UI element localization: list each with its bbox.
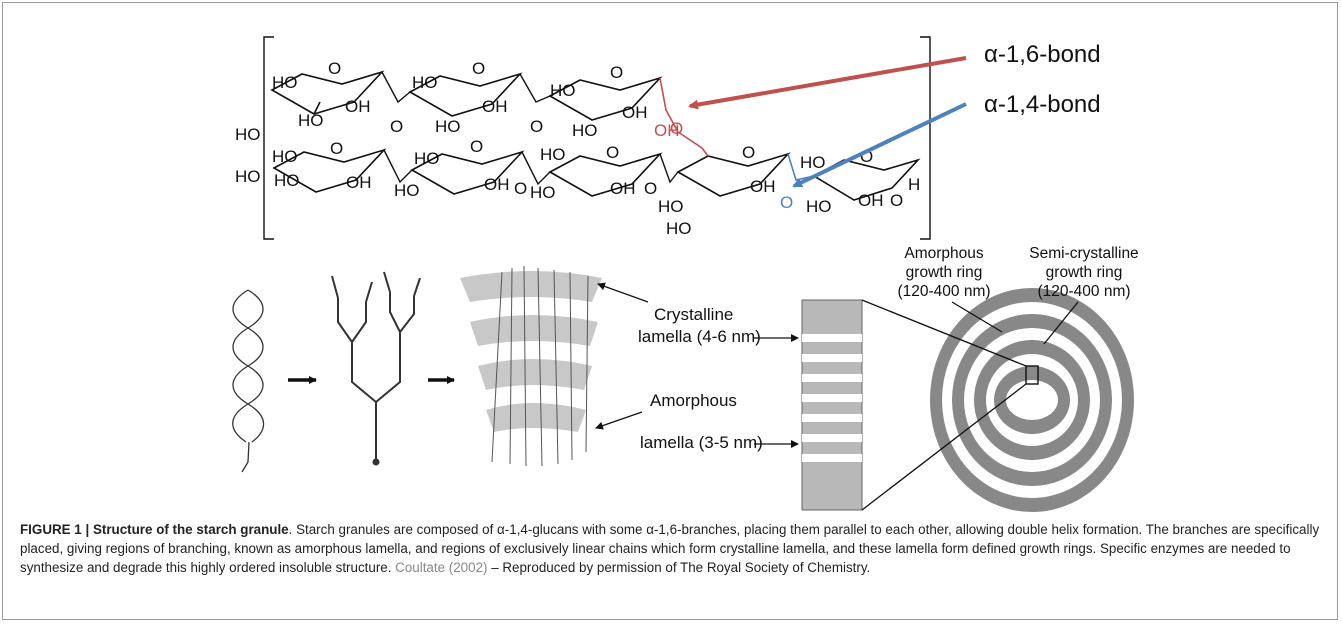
- atom-o: O: [470, 137, 483, 156]
- zoom-line-bottom: [861, 383, 1027, 511]
- atom-ho: HO: [800, 153, 826, 172]
- atom-ho: HO: [414, 149, 440, 168]
- lamella-stack: [801, 299, 863, 511]
- atom-o-alpha14: O: [780, 193, 793, 212]
- zoom-line-top: [861, 299, 1027, 367]
- amorphous-ring-label-1: Amorphous: [904, 245, 984, 262]
- atom-ho: HO: [272, 147, 298, 166]
- alpha-1-4-bond-label: α-1,4-bond: [984, 91, 1101, 118]
- starch-granule: [930, 288, 1134, 512]
- atom-ho: HO: [435, 117, 461, 136]
- atom-o: O: [390, 117, 403, 136]
- amorphous-arrow-left: [595, 411, 643, 430]
- left-bracket: [263, 36, 274, 240]
- atom-o: O: [530, 117, 543, 136]
- atom-o: O: [606, 143, 619, 162]
- atom-oh: OH: [345, 97, 371, 116]
- atom-oh: OH: [482, 97, 508, 116]
- atom-ho: HO: [298, 111, 324, 130]
- atom-ho: HO: [540, 145, 566, 164]
- atom-o: O: [890, 191, 903, 210]
- atom-oh: OH: [622, 103, 648, 122]
- atom-ho: HO: [550, 81, 576, 100]
- atom-ho: HO: [235, 167, 261, 186]
- amorphous-ring-label-3: (120-400 nm): [897, 283, 990, 300]
- caption-text-a: . Starch granules are composed of α-1,4-…: [20, 522, 1320, 575]
- double-helix: [232, 289, 265, 473]
- atom-o: O: [472, 59, 485, 78]
- atom-o-branch: O: [670, 119, 683, 138]
- atom-oh: OH: [484, 175, 510, 194]
- atom-ho: HO: [235, 125, 261, 144]
- atom-oh: OH: [750, 177, 776, 196]
- glycosidic-links: [381, 71, 679, 186]
- atom-ho: HO: [274, 171, 300, 190]
- caption-reference-link[interactable]: Coultate (2002): [395, 560, 488, 575]
- atom-ho: HO: [806, 197, 832, 216]
- branched-molecule: [331, 271, 421, 466]
- atom-o: O: [514, 179, 527, 198]
- alpha-1-6-arrow: [688, 56, 967, 110]
- figure-caption: FIGURE 1 | Structure of the starch granu…: [20, 520, 1320, 577]
- caption-text-b: – Reproduced by permission of The Royal …: [487, 560, 871, 575]
- cluster-structure: [460, 265, 602, 467]
- caption-label: FIGURE 1 | Structure of the starch granu…: [20, 522, 289, 537]
- alpha-1-6-linkage: [659, 77, 709, 157]
- atom-h: H: [908, 175, 920, 194]
- atom-o: O: [644, 179, 657, 198]
- atom-ho: HO: [272, 73, 298, 92]
- atom-ho: HO: [666, 219, 692, 238]
- atom-oh: OH: [858, 191, 884, 210]
- crystalline-lamella-label-2: lamella (4-6 nm): [638, 327, 761, 346]
- semicrystalline-ring-label-2: growth ring: [1046, 264, 1123, 281]
- atom-oh: OH: [610, 179, 636, 198]
- atom-ho: HO: [530, 183, 556, 202]
- right-bracket: [920, 36, 931, 240]
- amorphous-lamella-label-2: lamella (3-5 nm): [640, 433, 763, 452]
- atom-ho: HO: [394, 181, 420, 200]
- atom-o: O: [610, 63, 623, 82]
- crystalline-lamella-label-1: Crystalline: [654, 305, 733, 324]
- atom-o: O: [330, 139, 343, 158]
- atom-ho: HO: [572, 121, 598, 140]
- amorphous-ring-label-2: growth ring: [906, 264, 983, 281]
- amorphous-lamella-label-1: Amorphous: [650, 391, 737, 410]
- atom-ho: HO: [412, 73, 438, 92]
- amorphous-ring-pointer: [951, 301, 1003, 333]
- alpha-1-4-arrow: [792, 102, 967, 188]
- atom-o: O: [328, 59, 341, 78]
- semicrystalline-ring-pointer: [1043, 301, 1079, 345]
- semicrystalline-ring-label-1: Semi-crystalline: [1029, 245, 1138, 262]
- atom-ho: HO: [658, 197, 684, 216]
- crystalline-arrow-left: [597, 282, 649, 303]
- alpha-1-6-bond-label: α-1,6-bond: [984, 41, 1101, 68]
- starch-figure: HO O OH HO HO O HO O OH HO O HO O OH HO …: [232, 36, 1139, 512]
- semicrystalline-ring-label-3: (120-400 nm): [1037, 283, 1130, 300]
- atom-oh: OH: [346, 173, 372, 192]
- atom-oh-branch: OH: [654, 121, 680, 140]
- atom-o: O: [742, 143, 755, 162]
